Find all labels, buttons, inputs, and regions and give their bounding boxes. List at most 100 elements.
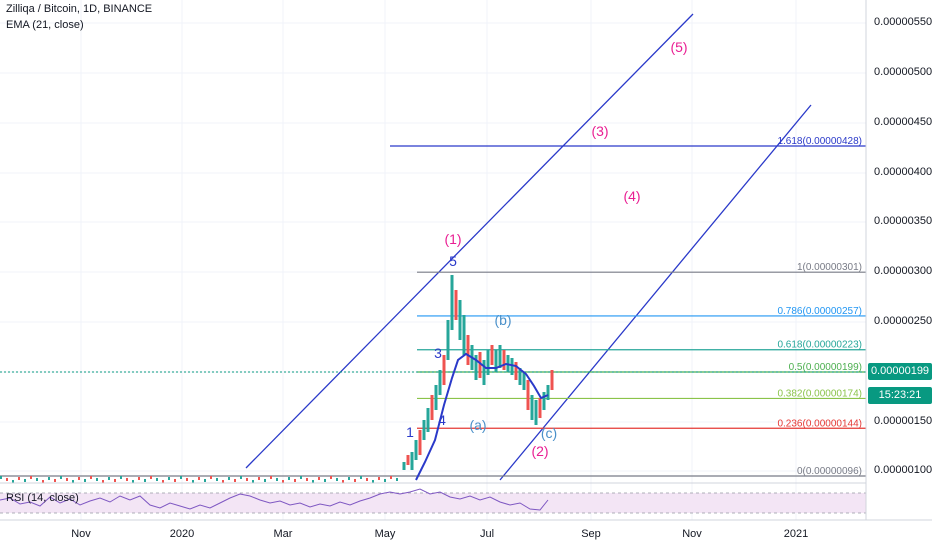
price-tick: 0.00000350 xyxy=(874,215,932,227)
candle xyxy=(390,476,392,479)
current-price-tag: 0.00000199 xyxy=(868,363,932,380)
time-tick: Nov xyxy=(682,528,702,540)
candle xyxy=(354,479,356,482)
rsi-pane xyxy=(0,482,866,514)
candle xyxy=(306,478,308,481)
candle xyxy=(458,300,462,340)
parallel-channel[interactable] xyxy=(245,13,812,481)
candle xyxy=(454,290,458,320)
fib-level-label: 0.5(0.00000199) xyxy=(789,362,862,373)
price-tick: 0.00000500 xyxy=(874,66,932,78)
candle xyxy=(518,368,522,385)
candle xyxy=(84,479,86,482)
candle xyxy=(378,477,380,480)
candle xyxy=(418,430,422,455)
candle xyxy=(180,476,182,479)
candle xyxy=(282,480,284,483)
candle xyxy=(522,372,526,390)
rsi-legend[interactable]: RSI (14, close) xyxy=(6,492,79,504)
price-tick: 0.00000250 xyxy=(874,315,932,327)
candle xyxy=(30,476,32,479)
time-tick: Mar xyxy=(273,528,293,540)
candle xyxy=(42,480,44,483)
time-tick: Sep xyxy=(581,528,601,540)
candle xyxy=(486,350,490,375)
wave-label[interactable]: (2) xyxy=(531,443,548,459)
fib-level-label: 0.382(0.00000174) xyxy=(777,388,862,399)
wave-label[interactable]: 4 xyxy=(438,412,446,428)
time-axis[interactable]: Nov 2020 Mar May Jul Sep Nov 2021 xyxy=(0,520,866,550)
wave-label[interactable]: (1) xyxy=(444,231,461,247)
candle xyxy=(156,478,158,481)
candle xyxy=(120,476,122,479)
candle xyxy=(534,400,538,425)
candle xyxy=(372,480,374,483)
wave-label[interactable]: 5 xyxy=(449,253,457,269)
candle xyxy=(246,478,248,481)
fib-level-label: 1.618(0.00000428) xyxy=(777,136,862,147)
wave-label[interactable]: (5) xyxy=(670,39,687,55)
candle xyxy=(276,478,278,481)
candle xyxy=(138,477,140,480)
candle xyxy=(192,480,194,483)
time-tick: May xyxy=(374,528,396,540)
price-tick: 0.00000100 xyxy=(874,464,932,476)
price-axis[interactable]: 0.00000550 0.00000500 0.00000450 0.00000400… xyxy=(866,0,932,520)
candle xyxy=(222,480,224,483)
candlestick-series xyxy=(0,275,554,483)
candle xyxy=(102,480,104,483)
candle xyxy=(330,476,332,479)
candle xyxy=(186,478,188,481)
wave-label[interactable]: (a) xyxy=(469,417,486,433)
candle xyxy=(538,398,542,418)
candle xyxy=(402,462,406,470)
time-tick: 2020 xyxy=(169,528,195,540)
candle xyxy=(258,477,260,480)
candle xyxy=(270,476,272,479)
candle xyxy=(426,408,430,432)
candle xyxy=(96,478,98,481)
candle xyxy=(66,478,68,481)
wave-labels: (5) (3) (4) (1) 5 3 4 1 (b) (a) (c) (2) xyxy=(406,39,687,459)
fib-retracement[interactable]: 1.618(0.00000428) 1(0.00000301) 0.786(0.00… xyxy=(0,136,866,477)
candle xyxy=(108,477,110,480)
candle xyxy=(550,370,554,390)
candle xyxy=(450,275,454,330)
candle xyxy=(216,478,218,481)
candle xyxy=(6,478,8,481)
candle xyxy=(12,480,14,483)
candle xyxy=(252,480,254,483)
wave-label[interactable]: (b) xyxy=(494,312,511,328)
candle xyxy=(384,479,386,482)
time-tick: Nov xyxy=(71,528,91,540)
candle xyxy=(132,480,134,483)
candle xyxy=(48,477,50,480)
price-tick: 0.00000150 xyxy=(874,415,932,427)
ema-legend[interactable]: EMA (21, close) xyxy=(6,19,84,31)
wave-label[interactable]: 1 xyxy=(406,424,414,440)
wave-label[interactable]: (3) xyxy=(591,123,608,139)
symbol-title[interactable]: Zilliqa / Bitcoin, 1D, BINANCE xyxy=(6,3,153,15)
fib-level-label: 0.786(0.00000257) xyxy=(777,306,862,317)
wave-label[interactable]: 3 xyxy=(434,345,442,361)
price-tick: 0.00000300 xyxy=(874,265,932,277)
candle xyxy=(414,440,418,460)
candle xyxy=(526,380,530,410)
candle xyxy=(474,355,478,380)
wave-label[interactable]: (4) xyxy=(623,188,640,204)
candle xyxy=(498,345,502,368)
candle xyxy=(446,320,450,360)
candle xyxy=(318,477,320,480)
bar-countdown: 15:23:21 xyxy=(868,387,932,404)
candle xyxy=(324,479,326,482)
candle xyxy=(546,385,550,400)
candle xyxy=(144,479,146,482)
candle xyxy=(300,476,302,479)
candle xyxy=(430,395,434,420)
wave-label[interactable]: (c) xyxy=(541,425,557,441)
candle xyxy=(490,345,494,365)
candle xyxy=(542,392,546,410)
candle xyxy=(18,477,20,480)
ema-line xyxy=(415,352,549,481)
